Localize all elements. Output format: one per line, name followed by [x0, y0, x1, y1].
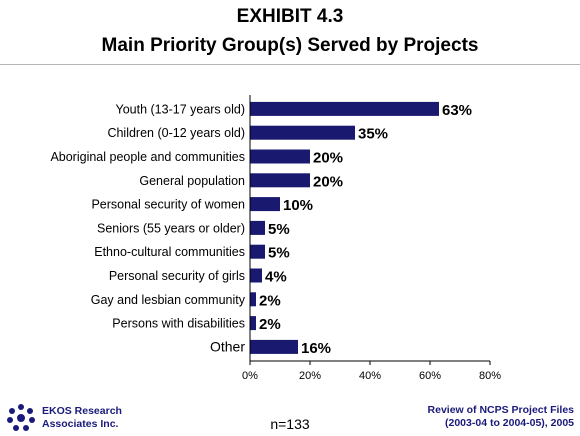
value-label: 16%	[301, 340, 331, 357]
value-labels-layer: 63%35%20%20%10%5%5%4%2%2%16%	[259, 102, 472, 357]
value-label: 5%	[268, 245, 290, 262]
x-tick-label: 0%	[242, 370, 258, 382]
bar	[250, 101, 439, 116]
bar	[250, 173, 310, 188]
value-label: 2%	[259, 292, 281, 309]
value-label: 20%	[313, 173, 343, 190]
bar-chart: Youth (13-17 years old) Children (0-12 ye…	[50, 95, 501, 382]
title-divider	[0, 64, 580, 65]
x-axis: 0% 20% 40% 60% 80%	[242, 95, 501, 382]
category-label: Children (0-12 years old)	[107, 126, 245, 140]
sample-size: n=133	[270, 416, 310, 432]
category-label: Aboriginal people and communities	[50, 150, 245, 164]
category-label: Persons with disabilities	[112, 317, 245, 331]
source-line1: Review of NCPS Project Files	[427, 404, 574, 416]
value-label: 20%	[313, 150, 343, 167]
source-line2: (2003-04 to 2004-05), 2005	[445, 417, 574, 429]
bar	[250, 244, 265, 259]
value-label: 63%	[442, 102, 472, 119]
category-label: Gay and lesbian community	[91, 293, 246, 307]
source-note: Review of NCPS Project Files (2003-04 to…	[428, 404, 574, 430]
x-tick-label: 60%	[419, 370, 441, 382]
bar	[250, 268, 262, 283]
category-label: Youth (13-17 years old)	[116, 102, 245, 116]
value-label: 5%	[268, 221, 290, 238]
value-label: 2%	[259, 316, 281, 333]
category-labels-layer: Youth (13-17 years old) Children (0-12 ye…	[50, 102, 245, 354]
value-label: 4%	[265, 269, 287, 286]
bar	[250, 125, 355, 140]
bar	[250, 220, 265, 235]
organization-name-line2: Associates Inc.	[42, 418, 119, 430]
ekos-logo-icon	[7, 404, 35, 431]
category-label: Personal security of women	[91, 198, 245, 212]
x-tick-label: 20%	[299, 370, 321, 382]
category-label: Seniors (55 years or older)	[97, 221, 245, 235]
chart-title: EXHIBIT 4.3 Main Priority Group(s) Serve…	[0, 2, 580, 60]
organization-footer: EKOS Research Associates Inc.	[6, 403, 122, 433]
value-label: 35%	[358, 126, 388, 143]
exhibit-number: EXHIBIT 4.3	[236, 6, 344, 27]
bar	[250, 292, 256, 307]
x-tick-label: 80%	[479, 370, 501, 382]
organization-name-line1: EKOS Research	[42, 405, 122, 417]
value-label: 10%	[283, 197, 313, 214]
category-label: General population	[139, 174, 245, 188]
category-label: Other	[210, 338, 245, 354]
bar	[250, 339, 298, 354]
chart-title-text: Main Priority Group(s) Served by Project…	[101, 35, 479, 56]
category-label: Ethno-cultural communities	[94, 245, 245, 259]
x-tick-label: 40%	[359, 370, 381, 382]
bars-layer	[250, 101, 439, 354]
bar	[250, 197, 280, 212]
bar	[250, 149, 310, 164]
category-label: Personal security of girls	[109, 269, 245, 283]
bar	[250, 316, 256, 331]
